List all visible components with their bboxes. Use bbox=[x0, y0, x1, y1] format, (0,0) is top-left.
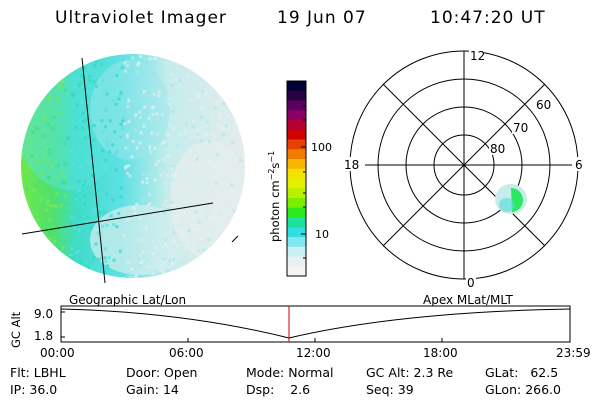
colorbar-tick-100: 100 bbox=[311, 141, 332, 154]
latitude-line bbox=[21, 202, 214, 235]
lat-label-60: 60 bbox=[536, 98, 551, 112]
colorbar-tick-10: 10 bbox=[315, 228, 329, 241]
y-tick-1-8: 1.8 bbox=[34, 329, 53, 343]
gain-status: Gain: 14 bbox=[126, 382, 179, 397]
ip-status: IP: 36.0 bbox=[10, 382, 58, 397]
auroral-spot bbox=[495, 184, 527, 214]
apex-label: Apex MLat/MLT bbox=[423, 293, 513, 307]
colorbar-segment bbox=[287, 159, 306, 170]
x-tick-0000: 00:00 bbox=[40, 346, 75, 360]
mlt-label-18: 18 bbox=[344, 158, 359, 172]
x-tick-1200: 12:00 bbox=[296, 346, 331, 360]
mlt-label-0: 0 bbox=[467, 276, 475, 290]
colorbar-segment bbox=[287, 178, 306, 189]
x-tick-2359: 23:59 bbox=[556, 346, 591, 360]
lat-label-70: 70 bbox=[513, 121, 528, 135]
colorbar-segment bbox=[287, 266, 306, 277]
colorbar-segment bbox=[287, 90, 306, 101]
x-tick-1800: 18:00 bbox=[423, 346, 458, 360]
geographic-label: Geographic Lat/Lon bbox=[69, 293, 187, 307]
seq-status: Seq: 39 bbox=[366, 382, 414, 397]
colorbar-segment bbox=[287, 237, 306, 248]
x-tick-0600: 06:00 bbox=[169, 346, 204, 360]
colorbar-unit-label: photon cm−2s−1 bbox=[267, 151, 282, 242]
colorbar-segment bbox=[287, 168, 306, 179]
colorbar-segment bbox=[287, 256, 306, 267]
mode-status: Mode: Normal bbox=[246, 365, 334, 380]
mlt-label-6: 6 bbox=[575, 158, 583, 172]
colorbar-segment bbox=[287, 129, 306, 140]
colorbar-segment bbox=[287, 217, 306, 228]
date-label: 19 Jun 07 bbox=[277, 8, 367, 28]
glat-status: GLat: 62.5 bbox=[485, 365, 559, 380]
colorbar-segment bbox=[287, 120, 306, 131]
colorbar-segment bbox=[287, 110, 306, 121]
gc-alt-status: GC Alt: 2.3 Re bbox=[366, 365, 454, 380]
colorbar-segment bbox=[287, 227, 306, 238]
instrument-title: Ultraviolet Imager bbox=[55, 8, 227, 28]
meridian-line bbox=[81, 57, 106, 284]
filter-status: Flt: LBHL bbox=[10, 365, 66, 380]
colorbar-segment bbox=[287, 149, 306, 160]
y-tick-9: 9.0 bbox=[34, 307, 53, 321]
gc-alt-axis-title: GC Alt bbox=[9, 311, 23, 348]
colorbar-segment bbox=[287, 188, 306, 199]
colorbar-segment bbox=[287, 81, 306, 92]
door-status: Door: Open bbox=[126, 365, 198, 380]
colorbar-segment bbox=[287, 246, 306, 257]
time-label: 10:47:20 UT bbox=[430, 8, 546, 28]
colorbar-segment bbox=[287, 198, 306, 209]
colorbar-segment bbox=[287, 139, 306, 150]
dsp-status: Dsp: 2.6 bbox=[246, 382, 311, 397]
lat-label-80: 80 bbox=[490, 142, 505, 156]
glon-status: GLon: 266.0 bbox=[485, 382, 561, 397]
colorbar-segment bbox=[287, 100, 306, 111]
mlt-label-12: 12 bbox=[470, 49, 485, 63]
colorbar-segment bbox=[287, 207, 306, 218]
